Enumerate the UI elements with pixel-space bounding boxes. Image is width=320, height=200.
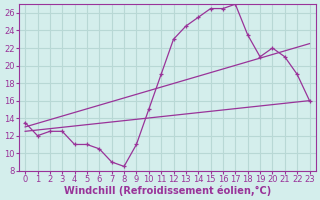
X-axis label: Windchill (Refroidissement éolien,°C): Windchill (Refroidissement éolien,°C) (64, 185, 271, 196)
